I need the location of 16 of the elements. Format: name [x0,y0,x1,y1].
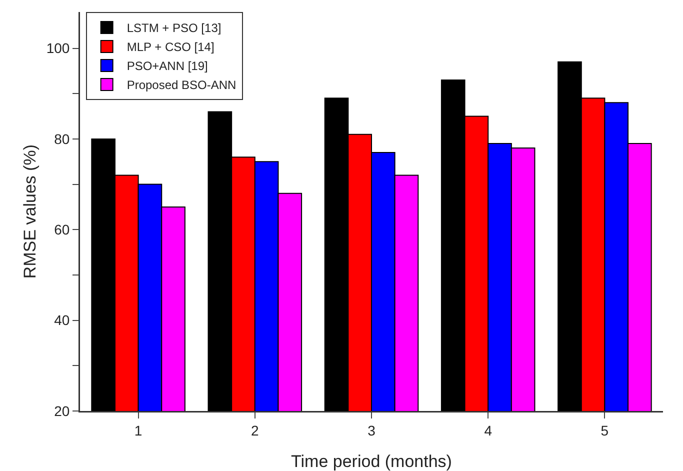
y-axis-title: RMSE values (%) [20,144,40,279]
y-tick-label: 80 [54,130,70,147]
legend-label: LSTM + PSO [13] [126,21,222,36]
x-tick-label: 4 [484,422,492,438]
y-tick-label: 20 [54,402,70,419]
x-tick-label: 5 [600,422,609,438]
y-tick-label: 40 [54,312,70,328]
x-tick-label: 2 [251,422,259,438]
legend-label: MLP + CSO [14] [126,40,214,54]
legend-label: PSO+ANN [19] [126,59,208,74]
x-tick-label: 1 [134,422,142,438]
legend-label: Proposed BSO-ANN [126,78,236,92]
x-axis-title: Time period (months) [291,452,452,471]
x-tick-label: 3 [368,422,376,438]
y-tick-label: 60 [54,222,70,238]
y-tick-label: 100 [46,40,70,56]
